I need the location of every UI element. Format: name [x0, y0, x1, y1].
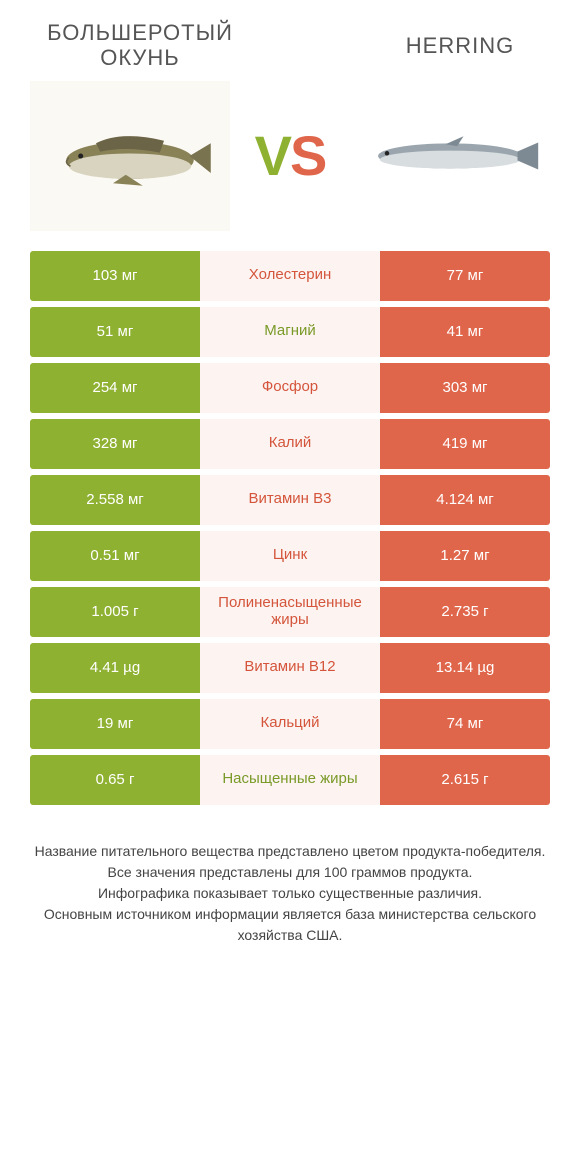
footer-line: Инфографика показывает только существенн…: [20, 883, 560, 904]
right-product-image: [350, 81, 550, 231]
right-value-cell: 41 мг: [380, 307, 550, 357]
vs-letter-v: V: [255, 124, 290, 187]
table-row: 1.005 гПолиненасыщенные жиры2.735 г: [30, 587, 550, 637]
table-row: 19 мгКальций74 мг: [30, 699, 550, 749]
left-value-cell: 0.51 мг: [30, 531, 200, 581]
footer-line: Основным источником информации является …: [20, 904, 560, 946]
nutrient-label-cell: Холестерин: [200, 251, 380, 301]
bass-fish-icon: [45, 122, 215, 190]
left-value-cell: 254 мг: [30, 363, 200, 413]
right-value-cell: 74 мг: [380, 699, 550, 749]
table-row: 103 мгХолестерин77 мг: [30, 251, 550, 301]
right-value-cell: 2.615 г: [380, 755, 550, 805]
right-value-cell: 419 мг: [380, 419, 550, 469]
right-value-cell: 303 мг: [380, 363, 550, 413]
left-product-title: БОЛЬШЕРОТЫЙ ОКУНЬ: [40, 20, 240, 71]
nutrient-label-cell: Фосфор: [200, 363, 380, 413]
right-value-cell: 2.735 г: [380, 587, 550, 637]
nutrient-label-cell: Цинк: [200, 531, 380, 581]
left-product-image: [30, 81, 230, 231]
nutrient-label-cell: Магний: [200, 307, 380, 357]
footer-line: Все значения представлены для 100 граммо…: [20, 862, 560, 883]
left-value-cell: 0.65 г: [30, 755, 200, 805]
right-product-title: HERRING: [380, 33, 540, 58]
left-value-cell: 51 мг: [30, 307, 200, 357]
table-row: 0.65 гНасыщенные жиры2.615 г: [30, 755, 550, 805]
footer-notes: Название питательного вещества представл…: [0, 811, 580, 946]
table-row: 4.41 µgВитамин B1213.14 µg: [30, 643, 550, 693]
herring-fish-icon: [360, 129, 540, 183]
nutrient-label-cell: Калий: [200, 419, 380, 469]
table-row: 51 мгМагний41 мг: [30, 307, 550, 357]
header: БОЛЬШЕРОТЫЙ ОКУНЬ HERRING: [0, 0, 580, 81]
comparison-table: 103 мгХолестерин77 мг 51 мгМагний41 мг 254…: [0, 251, 580, 805]
vs-letter-s: S: [290, 124, 325, 187]
vs-label: VS: [255, 123, 326, 188]
right-value-cell: 4.124 мг: [380, 475, 550, 525]
right-value-cell: 13.14 µg: [380, 643, 550, 693]
left-value-cell: 4.41 µg: [30, 643, 200, 693]
left-value-cell: 2.558 мг: [30, 475, 200, 525]
left-value-cell: 328 мг: [30, 419, 200, 469]
nutrient-label-cell: Кальций: [200, 699, 380, 749]
left-value-cell: 19 мг: [30, 699, 200, 749]
left-value-cell: 1.005 г: [30, 587, 200, 637]
vs-row: VS: [0, 81, 580, 251]
nutrient-label-cell: Витамин B3: [200, 475, 380, 525]
nutrient-label-cell: Насыщенные жиры: [200, 755, 380, 805]
table-row: 328 мгКалий419 мг: [30, 419, 550, 469]
table-row: 254 мгФосфор303 мг: [30, 363, 550, 413]
table-row: 2.558 мгВитамин B34.124 мг: [30, 475, 550, 525]
table-row: 0.51 мгЦинк1.27 мг: [30, 531, 550, 581]
nutrient-label-cell: Витамин B12: [200, 643, 380, 693]
left-value-cell: 103 мг: [30, 251, 200, 301]
nutrient-label-cell: Полиненасыщенные жиры: [200, 587, 380, 637]
right-value-cell: 1.27 мг: [380, 531, 550, 581]
footer-line: Название питательного вещества представл…: [20, 841, 560, 862]
right-value-cell: 77 мг: [380, 251, 550, 301]
